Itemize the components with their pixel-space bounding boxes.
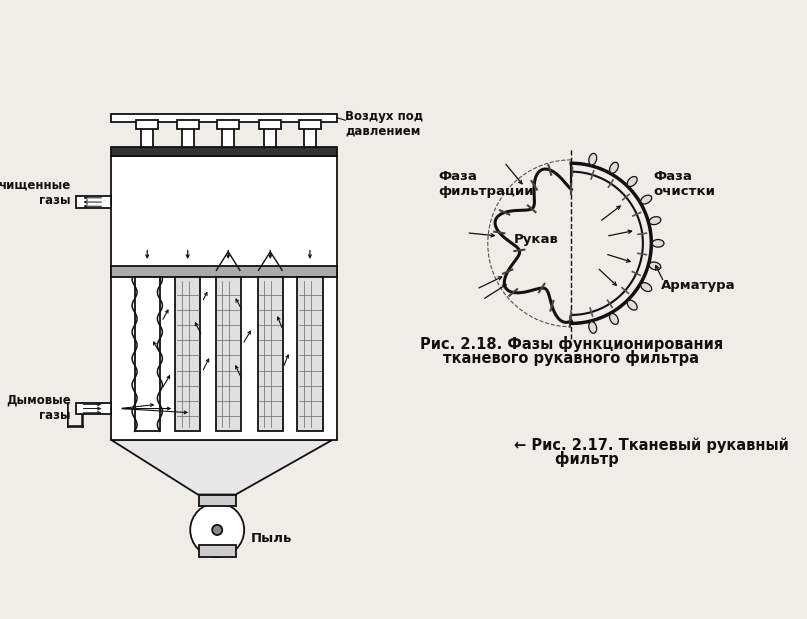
Circle shape xyxy=(190,503,245,557)
Bar xyxy=(259,120,282,129)
Bar xyxy=(111,155,337,439)
Text: Рукав: Рукав xyxy=(513,233,558,246)
Ellipse shape xyxy=(652,240,664,247)
Bar xyxy=(177,120,199,129)
Bar xyxy=(297,277,323,431)
Text: Рис. 2.18. Фазы функционирования: Рис. 2.18. Фазы функционирования xyxy=(420,337,723,352)
Bar xyxy=(299,120,321,129)
Ellipse shape xyxy=(650,262,661,270)
Text: ← Рис. 2.17. Тканевый рукавный: ← Рис. 2.17. Тканевый рукавный xyxy=(514,438,788,453)
Ellipse shape xyxy=(589,322,596,333)
Ellipse shape xyxy=(641,195,652,204)
Ellipse shape xyxy=(627,176,638,186)
Bar xyxy=(136,120,158,129)
Bar xyxy=(111,147,337,155)
Text: Дымовые
газы: Дымовые газы xyxy=(6,394,70,422)
Bar xyxy=(76,196,111,208)
Text: Фаза
фильтрации: Фаза фильтрации xyxy=(438,170,533,198)
Bar xyxy=(141,124,153,147)
Text: Фаза
очистки: Фаза очистки xyxy=(654,170,716,198)
Circle shape xyxy=(212,525,222,535)
Text: чищенные
газы: чищенные газы xyxy=(0,179,70,207)
Text: Арматура: Арматура xyxy=(661,279,735,292)
Ellipse shape xyxy=(627,300,638,310)
Ellipse shape xyxy=(609,162,618,173)
Ellipse shape xyxy=(641,283,652,292)
Bar xyxy=(215,277,240,431)
Bar xyxy=(182,124,194,147)
Text: Воздух под
давлением: Воздух под давлением xyxy=(345,110,424,137)
Ellipse shape xyxy=(650,217,661,225)
Bar xyxy=(111,266,337,277)
Bar xyxy=(304,124,316,147)
Text: тканевого рукавного фильтра: тканевого рукавного фильтра xyxy=(443,350,699,366)
Polygon shape xyxy=(111,439,332,495)
Bar xyxy=(199,545,236,557)
Bar xyxy=(175,277,200,431)
Bar xyxy=(257,277,283,431)
Bar xyxy=(222,124,234,147)
Text: Пыль: Пыль xyxy=(251,532,292,545)
Bar xyxy=(199,495,236,506)
Bar xyxy=(265,124,276,147)
Bar xyxy=(217,120,239,129)
Ellipse shape xyxy=(609,313,618,324)
Bar xyxy=(76,402,111,415)
Bar xyxy=(111,113,337,122)
Bar xyxy=(135,277,160,431)
Ellipse shape xyxy=(589,154,596,165)
Text: фильтр: фильтр xyxy=(514,451,619,467)
